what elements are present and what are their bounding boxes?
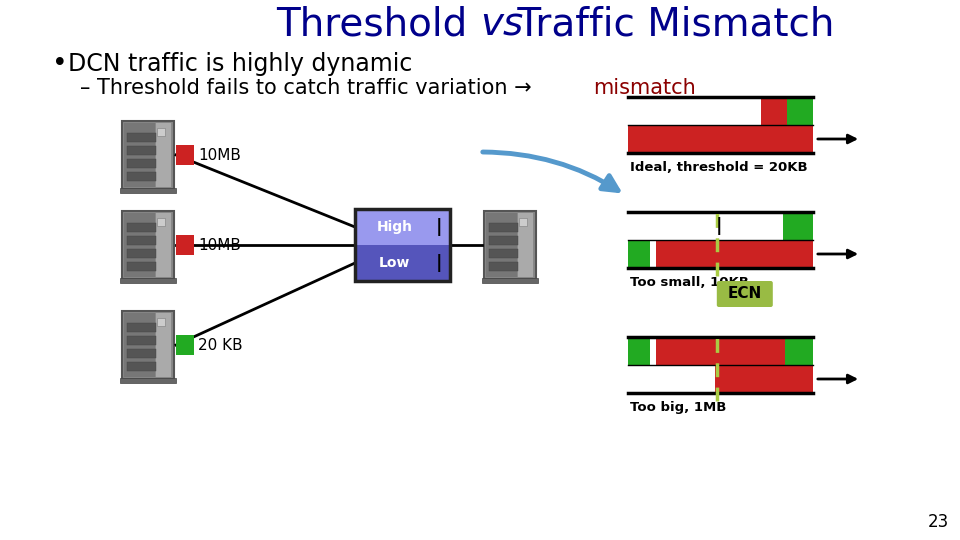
Bar (127, 133, 156, 142)
Bar (127, 349, 156, 358)
Text: 23: 23 (927, 513, 948, 531)
Bar (628, 125, 813, 153)
Bar (127, 249, 156, 258)
Bar (785, 337, 813, 365)
FancyBboxPatch shape (122, 211, 174, 279)
Bar (127, 159, 156, 168)
FancyBboxPatch shape (717, 281, 773, 307)
Text: mismatch: mismatch (593, 78, 696, 98)
Bar (157, 218, 165, 226)
Text: 10MB: 10MB (198, 238, 241, 253)
Text: 10MB: 10MB (198, 147, 241, 163)
FancyBboxPatch shape (484, 211, 536, 279)
Text: Too big, 1MB: Too big, 1MB (630, 401, 727, 414)
Bar (127, 236, 156, 245)
Bar (355, 209, 450, 245)
Bar (628, 337, 650, 365)
Text: ECN: ECN (728, 287, 762, 301)
Bar (156, 123, 172, 187)
Text: Ideal, threshold = 20KB: Ideal, threshold = 20KB (630, 161, 807, 174)
Bar (157, 128, 165, 136)
Bar (156, 213, 172, 277)
Bar (489, 223, 517, 232)
Bar (628, 212, 783, 240)
Bar (355, 245, 450, 281)
Bar (120, 188, 176, 193)
Text: vs: vs (480, 6, 523, 44)
Bar (120, 378, 176, 383)
Bar (127, 172, 156, 181)
Bar (176, 235, 194, 255)
Bar (482, 278, 538, 283)
Text: Threshold: Threshold (276, 6, 480, 44)
Bar (127, 362, 156, 371)
Bar (489, 236, 517, 245)
Bar (783, 212, 813, 240)
Text: DCN traffic is highly dynamic: DCN traffic is highly dynamic (68, 52, 413, 76)
Bar (517, 213, 534, 277)
Bar (656, 240, 813, 268)
Bar (127, 146, 156, 155)
Bar (650, 240, 656, 268)
Bar (124, 123, 156, 187)
Bar (127, 262, 156, 271)
Text: 20 KB: 20 KB (198, 338, 243, 353)
Text: Traffic Mismatch: Traffic Mismatch (505, 6, 834, 44)
Bar (761, 97, 787, 125)
Bar (124, 313, 156, 377)
Text: – Threshold fails to catch traffic variation →: – Threshold fails to catch traffic varia… (80, 78, 539, 98)
Text: Too small, 10KB: Too small, 10KB (630, 276, 749, 289)
Bar (355, 209, 450, 281)
Bar (715, 365, 813, 393)
Text: High: High (377, 220, 413, 234)
Bar (628, 97, 761, 125)
Bar (176, 335, 194, 355)
FancyBboxPatch shape (122, 121, 174, 189)
Bar (156, 313, 172, 377)
Text: |: | (435, 254, 442, 272)
Text: •: • (52, 51, 67, 77)
Bar (787, 97, 813, 125)
Bar (157, 318, 165, 326)
Bar (628, 365, 715, 393)
Bar (628, 240, 650, 268)
Text: |: | (715, 217, 722, 235)
Bar (656, 337, 785, 365)
FancyBboxPatch shape (122, 311, 174, 379)
Bar (120, 278, 176, 283)
Bar (486, 213, 517, 277)
Text: |: | (435, 218, 442, 236)
Bar (127, 223, 156, 232)
Bar (124, 213, 156, 277)
Bar (489, 262, 517, 271)
Bar (519, 218, 527, 226)
Bar (650, 337, 656, 365)
Bar (489, 249, 517, 258)
Bar (176, 145, 194, 165)
Text: Low: Low (379, 256, 411, 270)
Bar (127, 336, 156, 345)
Bar (127, 323, 156, 332)
